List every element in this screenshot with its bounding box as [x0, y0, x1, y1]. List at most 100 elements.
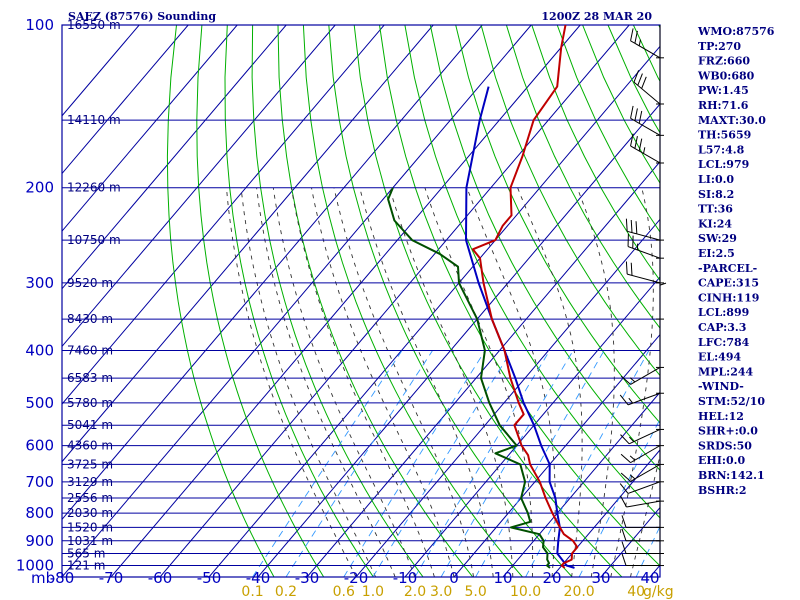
height-label: 7460 m [67, 343, 113, 357]
height-label: 3129 m [67, 475, 113, 489]
mixing-ratio-line [525, 350, 650, 577]
mixing-ratio-tick-label: 40 [627, 584, 645, 600]
isotherm-line [159, 25, 630, 577]
mixing-ratio-line [414, 350, 551, 577]
sounding-index-line: TP:270 [698, 40, 741, 53]
wind-barb-staff [627, 392, 661, 406]
sounding-index-line: PW:1.45 [698, 84, 749, 97]
temperature-tick-label: 30 [591, 569, 610, 587]
moist-adiabat-line [333, 187, 475, 577]
wind-barb-staff [627, 273, 661, 284]
temperature-tick-label: 0 [449, 569, 459, 587]
height-label: 3725 m [67, 457, 113, 471]
mixing-ratio-tick-label: 1.0 [362, 584, 384, 600]
temperature-tick-label: -20 [344, 569, 369, 587]
height-label: 16550 m [67, 18, 121, 32]
temperature-tick-label: -60 [148, 569, 173, 587]
sounding-index-line: CAP:3.3 [698, 321, 746, 334]
pressure-tick-label: 700 [25, 473, 54, 491]
sounding-index-line: SHR+:0.0 [698, 425, 758, 438]
isotherm-line [453, 333, 660, 577]
wind-barb-flag [620, 434, 630, 445]
dewpoint-profile-line [387, 187, 551, 569]
pressure-unit-label: mb [31, 569, 55, 587]
sounding-index-line: WB0:680 [697, 69, 755, 82]
wind-barb-flag [630, 28, 634, 41]
dry-adiabat-line [404, 25, 660, 519]
height-label: 121 m [67, 559, 105, 573]
height-label: 1520 m [67, 520, 113, 534]
wind-barb-flag [620, 495, 627, 508]
wind-barb-half-flag [629, 455, 636, 461]
pressure-tick-label: 400 [25, 341, 54, 359]
sounding-index-line: MPL:244 [698, 365, 754, 378]
temperature-tick-label: 10 [493, 569, 512, 587]
sounding-index-line: TT:36 [698, 203, 733, 216]
wind-barb-flag [634, 30, 638, 44]
sounding-index-line: LFC:784 [698, 336, 750, 349]
temperature-profile-line [471, 25, 579, 569]
sounding-index-line: KI:24 [698, 217, 732, 230]
mixing-ratio-line [635, 525, 660, 577]
sounding-index-line: -PARCEL- [698, 262, 757, 275]
height-label: 2030 m [67, 506, 113, 520]
sounding-index-line: EHI:0.0 [698, 454, 745, 467]
isotherm-line [355, 218, 660, 577]
wind-barb-flag [633, 70, 640, 83]
wind-barb-flag [619, 483, 629, 494]
height-label: 6583 m [67, 371, 113, 385]
wind-barb-flag [634, 108, 638, 121]
wind-barb-flag [621, 553, 627, 566]
pressure-tick-label: 100 [25, 16, 54, 34]
dry-adiabat-line [302, 25, 523, 577]
height-label: 1031 m [67, 534, 113, 548]
mixing-ratio-lines [252, 350, 660, 577]
dry-adiabat-line [277, 25, 474, 577]
sounding-index-line: SRDS:50 [698, 439, 752, 452]
wind-barb-column [619, 25, 667, 567]
sounding-index-line: STM:52/10 [698, 395, 765, 408]
mixing-ratio-line [440, 350, 574, 577]
sounding-index-line: -WIND- [698, 380, 744, 393]
mixing-ratio-tick-label: 10.0 [510, 584, 541, 600]
mixing-ratio-line [343, 350, 486, 577]
wind-barb-flag [630, 105, 634, 119]
wind-barb-flag [630, 219, 633, 233]
sounding-index-line: EI:2.5 [698, 247, 735, 260]
sounding-index-line: WMO:87576 [697, 25, 775, 38]
wind-barb-staff [630, 145, 661, 164]
sounding-index-line: MAXT:30.0 [698, 114, 766, 127]
isotherm-line [62, 25, 385, 405]
height-label: 5041 m [67, 418, 113, 432]
wind-barb-half-flag [628, 397, 634, 404]
height-label: 5780 m [67, 396, 113, 410]
height-label: 8430 m [67, 312, 113, 326]
mixing-ratio-tick-label: 0.6 [333, 584, 355, 600]
isotherm-line [62, 25, 483, 521]
temperature-tick-label: -40 [246, 569, 271, 587]
sounding-valid-time: 1200Z 28 MAR 20 [541, 10, 652, 23]
dry-adiabat-line [224, 25, 374, 577]
height-labels: 16550 m 14110 m 12260 m 10750 m 9520 m 8430 m… [67, 18, 121, 573]
dry-adiabat-line [166, 25, 275, 577]
wind-barb-staff [630, 40, 661, 59]
isotherm-line [62, 25, 287, 290]
sounding-index-line: CAPE:315 [698, 277, 759, 290]
height-label: 12260 m [67, 181, 121, 195]
mixing-ratio-tick-label: 20.0 [564, 584, 595, 600]
wind-barb-staff [633, 81, 661, 105]
height-label: 2556 m [67, 491, 113, 505]
dry-adiabat-line [429, 25, 660, 471]
height-label: 4360 m [67, 439, 113, 453]
wind-barb-flag [630, 262, 633, 276]
dry-adiabat-line [353, 25, 623, 577]
sounding-index-line: HEL:12 [698, 410, 744, 423]
wind-barb-flag [625, 261, 628, 275]
dry-adiabat-line [379, 25, 660, 567]
sounding-profiles [387, 25, 579, 569]
sounding-index-line: BSHR:2 [698, 484, 747, 497]
mixing-ratio-tick-label: 5.0 [465, 584, 487, 600]
wind-barb-flag [630, 133, 634, 147]
